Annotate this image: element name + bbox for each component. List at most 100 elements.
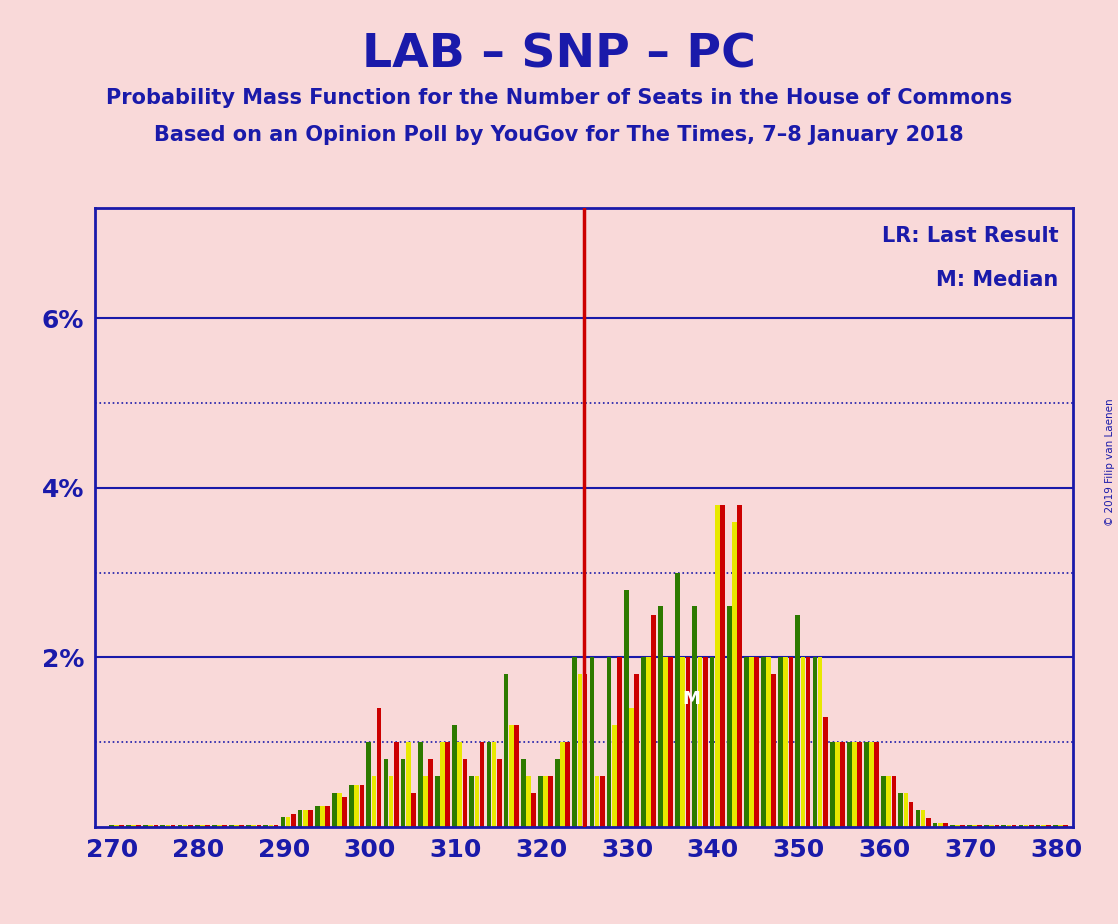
Bar: [440, 742, 445, 827]
Bar: [659, 606, 663, 827]
Bar: [525, 776, 531, 827]
Bar: [692, 606, 698, 827]
Bar: [681, 657, 685, 827]
Bar: [389, 776, 394, 827]
Bar: [171, 825, 176, 827]
Bar: [720, 505, 724, 827]
Bar: [1063, 825, 1068, 827]
Bar: [492, 742, 496, 827]
Bar: [830, 742, 834, 827]
Bar: [452, 725, 457, 827]
Bar: [646, 657, 651, 827]
Bar: [309, 810, 313, 827]
Bar: [136, 825, 141, 827]
Bar: [205, 825, 210, 827]
Bar: [252, 825, 256, 827]
Bar: [864, 742, 869, 827]
Bar: [714, 505, 720, 827]
Bar: [755, 657, 759, 827]
Bar: [749, 657, 754, 827]
Bar: [887, 776, 891, 827]
Bar: [418, 742, 423, 827]
Bar: [977, 825, 982, 827]
Bar: [1041, 825, 1045, 827]
Bar: [200, 825, 205, 827]
Bar: [560, 742, 565, 827]
Bar: [989, 825, 994, 827]
Bar: [652, 615, 656, 827]
Bar: [435, 776, 439, 827]
Bar: [153, 825, 159, 827]
Bar: [400, 760, 406, 827]
Bar: [634, 675, 638, 827]
Bar: [847, 742, 852, 827]
Text: Probability Mass Function for the Number of Seats in the House of Commons: Probability Mass Function for the Number…: [106, 88, 1012, 108]
Bar: [325, 806, 330, 827]
Bar: [703, 657, 708, 827]
Bar: [710, 657, 714, 827]
Bar: [1018, 825, 1023, 827]
Bar: [165, 825, 170, 827]
Bar: [973, 825, 977, 827]
Bar: [1035, 825, 1041, 827]
Bar: [675, 573, 680, 827]
Bar: [817, 657, 823, 827]
Bar: [114, 825, 119, 827]
Bar: [161, 825, 165, 827]
Bar: [950, 825, 955, 827]
Bar: [870, 742, 874, 827]
Bar: [445, 742, 451, 827]
Bar: [286, 817, 291, 827]
Bar: [607, 657, 612, 827]
Bar: [1006, 825, 1012, 827]
Bar: [669, 657, 673, 827]
Bar: [1024, 825, 1029, 827]
Bar: [212, 825, 217, 827]
Bar: [178, 825, 182, 827]
Bar: [984, 825, 989, 827]
Text: M: M: [682, 690, 700, 709]
Bar: [944, 822, 948, 827]
Bar: [617, 657, 622, 827]
Bar: [521, 760, 525, 827]
Bar: [342, 797, 347, 827]
Bar: [612, 725, 616, 827]
Bar: [743, 657, 749, 827]
Bar: [411, 793, 416, 827]
Bar: [108, 825, 114, 827]
Bar: [909, 801, 913, 827]
Bar: [474, 776, 480, 827]
Bar: [338, 793, 342, 827]
Bar: [188, 825, 192, 827]
Bar: [727, 606, 731, 827]
Bar: [955, 825, 959, 827]
Bar: [120, 825, 124, 827]
Bar: [932, 822, 938, 827]
Bar: [629, 709, 634, 827]
Bar: [578, 675, 582, 827]
Text: © 2019 Filip van Laenen: © 2019 Filip van Laenen: [1106, 398, 1115, 526]
Bar: [600, 776, 605, 827]
Bar: [778, 657, 783, 827]
Bar: [595, 776, 599, 827]
Text: Based on an Opinion Poll by YouGov for The Times, 7–8 January 2018: Based on an Opinion Poll by YouGov for T…: [154, 125, 964, 145]
Bar: [1053, 825, 1058, 827]
Bar: [624, 590, 628, 827]
Bar: [881, 776, 885, 827]
Bar: [572, 657, 577, 827]
Bar: [383, 760, 388, 827]
Bar: [229, 825, 234, 827]
Bar: [960, 825, 965, 827]
Bar: [360, 784, 364, 827]
Bar: [239, 825, 244, 827]
Bar: [332, 793, 337, 827]
Bar: [131, 825, 136, 827]
Bar: [377, 709, 381, 827]
Bar: [926, 819, 930, 827]
Bar: [126, 825, 131, 827]
Bar: [796, 615, 800, 827]
Bar: [698, 657, 702, 827]
Bar: [514, 725, 519, 827]
Bar: [470, 776, 474, 827]
Bar: [858, 742, 862, 827]
